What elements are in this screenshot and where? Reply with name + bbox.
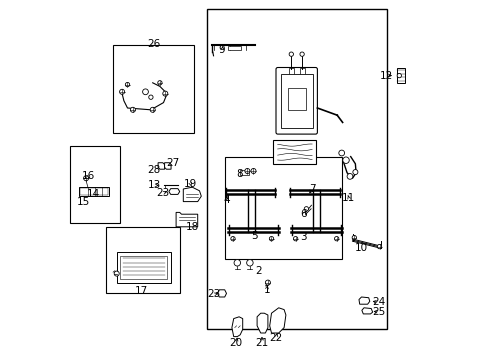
Polygon shape [168,189,179,194]
Circle shape [352,170,357,175]
Text: 21: 21 [255,338,268,348]
Circle shape [351,235,356,240]
Circle shape [158,81,162,85]
Text: 25: 25 [371,307,384,317]
Text: 23: 23 [207,289,220,300]
Polygon shape [158,163,164,169]
Text: 23: 23 [156,188,169,198]
Circle shape [293,237,297,241]
Text: 16: 16 [82,171,95,181]
Text: 18: 18 [185,222,199,232]
Text: 19: 19 [183,179,197,189]
Text: 10: 10 [354,243,367,253]
Bar [106,227,179,293]
Circle shape [148,95,153,99]
Circle shape [334,237,338,241]
Polygon shape [269,308,285,333]
Text: 11: 11 [342,193,355,203]
Text: 24: 24 [371,297,384,307]
Circle shape [230,237,235,241]
Circle shape [163,91,167,96]
Text: 5: 5 [251,231,257,241]
Circle shape [114,271,119,276]
Circle shape [396,73,401,78]
Text: 13: 13 [147,180,161,190]
Polygon shape [358,297,369,304]
Bar [224,157,341,259]
Circle shape [83,176,88,181]
Text: 27: 27 [165,158,179,168]
Text: 4: 4 [224,195,230,205]
Bar [206,9,386,329]
Text: 3: 3 [300,231,306,242]
Text: 15: 15 [77,197,90,207]
Bar [113,45,194,133]
Circle shape [265,280,270,285]
Bar [273,140,316,164]
Circle shape [269,237,273,241]
Circle shape [130,107,135,112]
Bar [117,252,170,283]
Polygon shape [176,212,197,227]
Circle shape [250,168,256,174]
Circle shape [246,260,253,266]
Polygon shape [183,187,201,202]
Circle shape [150,107,155,112]
Polygon shape [217,290,226,297]
FancyBboxPatch shape [275,68,317,134]
Circle shape [244,168,249,174]
Circle shape [234,260,240,266]
Bar [288,68,293,74]
Text: 9: 9 [219,45,225,55]
Bar [228,46,241,50]
Circle shape [142,89,148,95]
Text: 17: 17 [135,286,148,296]
Text: 1: 1 [263,285,269,295]
Text: 8: 8 [236,169,243,179]
Text: 7: 7 [308,184,315,194]
Text: 6: 6 [300,209,306,219]
Bar [280,74,312,128]
Text: 2: 2 [254,266,261,276]
Circle shape [377,244,381,249]
Text: 22: 22 [269,333,282,343]
Circle shape [342,157,348,163]
Bar [396,68,404,83]
Bar [299,68,304,74]
Bar [120,256,167,279]
Circle shape [120,89,124,94]
Bar [80,188,108,195]
Polygon shape [231,317,242,337]
Text: 14: 14 [86,189,100,199]
Circle shape [304,207,308,211]
Bar [240,170,248,175]
Text: 20: 20 [229,338,242,348]
Text: 12: 12 [379,71,392,81]
Polygon shape [164,163,171,169]
Polygon shape [257,313,267,333]
Circle shape [125,82,129,87]
Circle shape [346,174,352,179]
Bar [79,187,109,196]
Circle shape [299,52,304,57]
Text: 26: 26 [147,39,160,49]
Text: 28: 28 [147,165,160,175]
Bar [70,146,120,223]
Circle shape [288,52,293,57]
Bar [287,88,305,110]
Polygon shape [361,308,372,314]
